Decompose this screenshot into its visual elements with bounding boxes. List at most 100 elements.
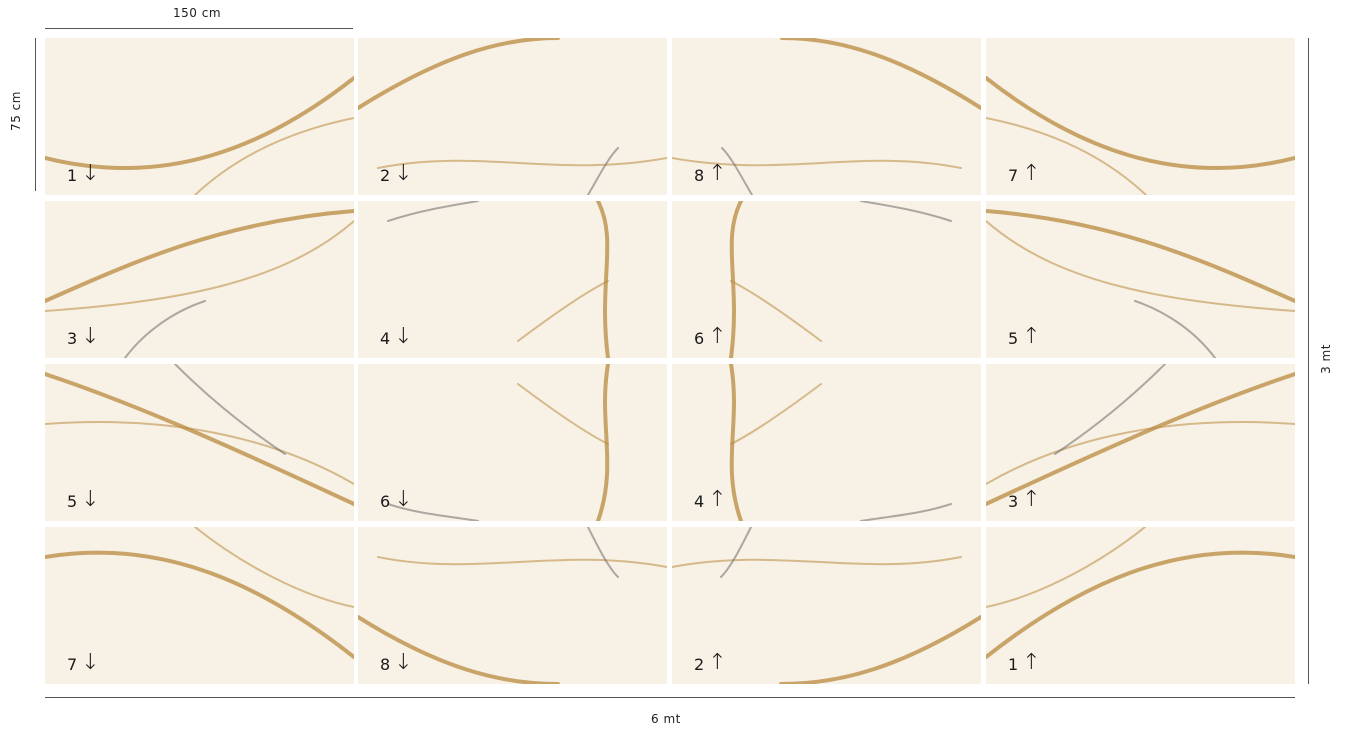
marble-vein <box>1054 364 1166 455</box>
arrow-up-icon: ↑ <box>708 650 727 675</box>
top-dimension-label: 150 cm <box>173 6 222 20</box>
marble-vein <box>387 503 479 521</box>
marble-vein <box>860 201 952 222</box>
tile-label: 3 ↑ <box>1008 489 1041 511</box>
marble-vein <box>124 300 206 358</box>
marble-vein <box>387 201 479 222</box>
marble-vein <box>986 220 1295 312</box>
arrow-down-icon: ↓ <box>394 324 413 349</box>
arrow-down-icon: ↓ <box>394 161 413 186</box>
tile-number: 4 <box>380 329 391 348</box>
marble-vein <box>672 157 962 169</box>
marble-tile: 1 ↑ <box>986 527 1295 684</box>
tile-number: 3 <box>1008 492 1019 511</box>
marble-slab-layout-grid: 1 ↓ 2 ↓ 8 ↑ 7 ↑ 3 ↓ 4 ↓ 6 ↑ 5 ↑ 5 ↓ 6 ↓ 4 ↑ 3 ↑ 7 ↓ 8 ↓ 2 ↑ 1 ↑ <box>45 38 1295 684</box>
tile-label: 3 ↓ <box>67 326 100 348</box>
left-dimension-line <box>35 38 36 191</box>
marble-vein <box>358 615 560 684</box>
tile-label: 7 ↑ <box>1008 163 1041 185</box>
marble-vein-pattern <box>387 364 610 521</box>
tile-number: 3 <box>67 329 78 348</box>
marble-vein <box>45 220 354 312</box>
left-dimension-label: 75 cm <box>8 91 23 131</box>
tile-number: 8 <box>694 166 705 185</box>
marble-tile: 6 ↓ <box>358 364 667 521</box>
marble-vein <box>587 527 619 578</box>
marble-vein <box>1134 300 1216 358</box>
bottom-dimension-line <box>45 697 1295 698</box>
arrow-down-icon: ↓ <box>81 650 100 675</box>
arrow-up-icon: ↑ <box>1022 161 1041 186</box>
marble-vein <box>672 556 962 568</box>
tile-label: 6 ↑ <box>694 326 727 348</box>
tile-number: 5 <box>67 492 78 511</box>
tile-number: 2 <box>694 655 705 674</box>
marble-vein-pattern <box>986 527 1295 659</box>
marble-vein-pattern <box>729 364 952 521</box>
tile-label: 4 ↑ <box>694 489 727 511</box>
marble-vein-pattern <box>45 364 354 506</box>
marble-vein <box>986 421 1295 485</box>
tile-label: 6 ↓ <box>380 489 413 511</box>
top-dimension-line <box>45 28 353 29</box>
arrow-up-icon: ↑ <box>1022 650 1041 675</box>
marble-vein <box>986 372 1295 506</box>
marble-vein <box>729 201 743 358</box>
marble-tile: 4 ↓ <box>358 201 667 358</box>
marble-vein <box>986 527 1146 608</box>
marble-tile: 8 ↑ <box>672 38 981 195</box>
marble-vein-pattern <box>387 201 610 358</box>
arrow-down-icon: ↓ <box>394 650 413 675</box>
arrow-down-icon: ↓ <box>81 161 100 186</box>
marble-tile: 2 ↑ <box>672 527 981 684</box>
marble-vein <box>358 38 560 110</box>
marble-vein <box>45 209 354 303</box>
marble-vein <box>45 372 354 506</box>
marble-vein <box>780 38 981 110</box>
marble-vein <box>860 503 952 521</box>
marble-vein <box>45 421 354 485</box>
marble-vein <box>596 201 610 358</box>
tile-label: 2 ↓ <box>380 163 413 185</box>
arrow-down-icon: ↓ <box>81 487 100 512</box>
tile-label: 7 ↓ <box>67 652 100 674</box>
tile-number: 6 <box>380 492 391 511</box>
marble-vein <box>45 76 354 171</box>
marble-vein <box>194 527 354 608</box>
marble-vein <box>517 280 609 342</box>
marble-tile: 5 ↓ <box>45 364 354 521</box>
marble-vein-pattern <box>986 209 1295 358</box>
tile-label: 2 ↑ <box>694 652 727 674</box>
tile-number: 2 <box>380 166 391 185</box>
tile-number: 7 <box>1008 166 1019 185</box>
arrow-down-icon: ↓ <box>394 487 413 512</box>
arrow-down-icon: ↓ <box>81 324 100 349</box>
marble-tile: 6 ↑ <box>672 201 981 358</box>
marble-vein <box>986 550 1295 659</box>
marble-vein <box>779 615 981 684</box>
marble-vein-pattern <box>729 201 952 358</box>
marble-vein <box>587 147 619 195</box>
marble-vein-pattern <box>672 527 981 684</box>
tile-number: 1 <box>1008 655 1019 674</box>
tile-label: 5 ↑ <box>1008 326 1041 348</box>
marble-vein-pattern <box>45 209 354 358</box>
marble-tile: 1 ↓ <box>45 38 354 195</box>
marble-vein <box>986 209 1295 303</box>
marble-vein-pattern <box>358 38 667 195</box>
marble-vein <box>986 76 1295 171</box>
marble-vein-pattern <box>672 38 981 195</box>
arrow-up-icon: ↑ <box>708 324 727 349</box>
tile-number: 8 <box>380 655 391 674</box>
marble-tile: 7 ↓ <box>45 527 354 684</box>
marble-vein <box>377 157 667 169</box>
marble-vein-pattern <box>45 76 354 195</box>
marble-vein-pattern <box>358 527 667 684</box>
marble-tile: 5 ↑ <box>986 201 1295 358</box>
tile-label: 5 ↓ <box>67 489 100 511</box>
arrow-up-icon: ↑ <box>1022 324 1041 349</box>
right-dimension-line <box>1308 38 1309 684</box>
marble-vein <box>730 280 822 342</box>
marble-vein-pattern <box>986 364 1295 506</box>
marble-vein <box>517 383 609 445</box>
